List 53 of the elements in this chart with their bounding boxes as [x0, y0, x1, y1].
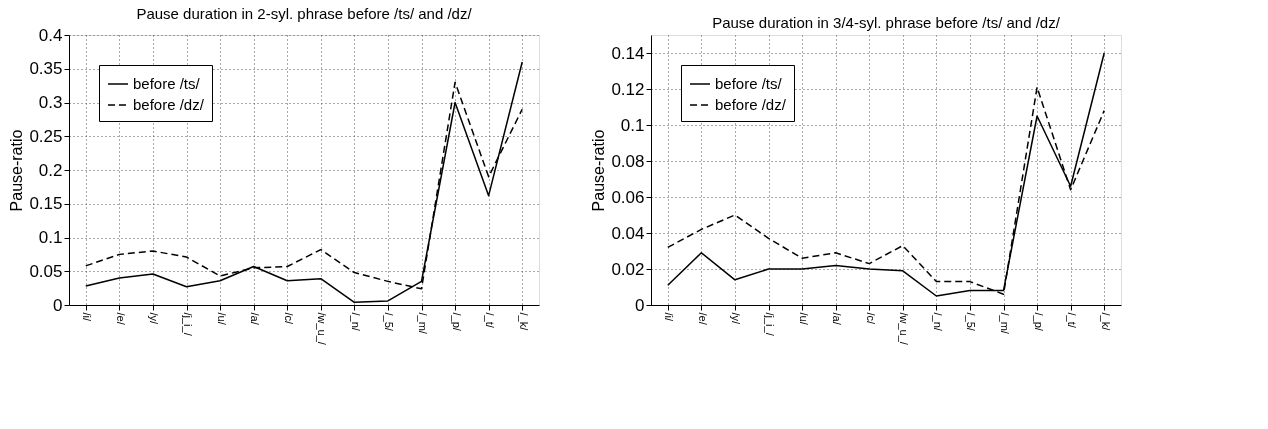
x-tick-label: /j_i_/ [764, 312, 776, 337]
x-tick-label: /u/ [797, 312, 810, 326]
x-tick-label: /u/ [215, 312, 228, 326]
x-tick-label: /_p/ [450, 312, 463, 332]
y-tick-label: 0 [635, 295, 645, 315]
x-tick-label: /c/ [282, 312, 295, 326]
x-tick-label: /w_u_/ [898, 312, 911, 346]
legend-label: before /dz/ [715, 96, 787, 113]
x-tick-label: /_k/ [1099, 312, 1112, 332]
x-tick-label: /y/ [730, 312, 743, 326]
x-tick-label: /a/ [831, 312, 844, 326]
y-tick-label: 0.02 [611, 259, 645, 279]
x-tick-label: /a/ [249, 312, 262, 326]
y-tick-label: 0.35 [29, 59, 63, 79]
y-tick-label: 0.2 [38, 160, 63, 180]
y-tick-label: 0.05 [29, 261, 63, 281]
y-tick-label: 0 [53, 295, 63, 315]
y-tick-label: 0.12 [611, 79, 645, 99]
x-tick-label: /_n/ [931, 312, 944, 332]
y-axis-title: Pause-ratio [8, 129, 26, 212]
x-tick-label: /e/ [696, 312, 709, 326]
x-tick-label: /_p/ [1032, 312, 1045, 332]
x-tick-label: /j_i_/ [182, 312, 194, 337]
x-tick-label: /_m/ [417, 312, 429, 335]
y-axis-title: Pause-ratio [590, 129, 608, 212]
y-tick-label: 0.06 [611, 187, 645, 207]
legend-label: before /dz/ [133, 96, 205, 113]
x-tick-label: /y/ [148, 312, 161, 326]
y-tick-label: 0.1 [38, 228, 63, 247]
x-tick-label: /c/ [864, 312, 877, 326]
x-tick-label: /_t/ [1066, 312, 1079, 329]
y-tick-label: 0.4 [38, 25, 63, 45]
y-tick-label: 0.14 [611, 43, 645, 63]
legend-label: before /ts/ [715, 75, 783, 92]
x-tick-label: /_m/ [999, 312, 1011, 335]
y-tick-label: 0.25 [29, 126, 63, 146]
chart-title: Pause duration in 2-syl. phrase before /ts/ and /dz/ [136, 5, 473, 22]
x-tick-label: /_t/ [484, 312, 497, 329]
y-tick-label: 0.1 [620, 115, 645, 135]
x-tick-label: /w_u_/ [316, 312, 329, 346]
x-tick-label: /i/ [663, 312, 676, 322]
x-tick-label: /_5/ [383, 312, 396, 332]
x-tick-label: /_n/ [349, 312, 362, 332]
x-tick-label: /e/ [114, 312, 127, 326]
x-tick-label: /_5/ [965, 312, 978, 332]
chart-title: Pause duration in 3/4-syl. phrase before /ts/ and /dz/ [712, 14, 1061, 31]
legend-label: before /ts/ [133, 75, 201, 92]
y-tick-label: 0.04 [611, 223, 645, 243]
y-tick-label: 0.3 [38, 93, 63, 112]
y-tick-label: 0.08 [611, 151, 645, 171]
y-tick-label: 0.15 [29, 194, 63, 214]
x-tick-label: /_k/ [517, 312, 530, 332]
x-tick-label: /i/ [81, 312, 94, 322]
